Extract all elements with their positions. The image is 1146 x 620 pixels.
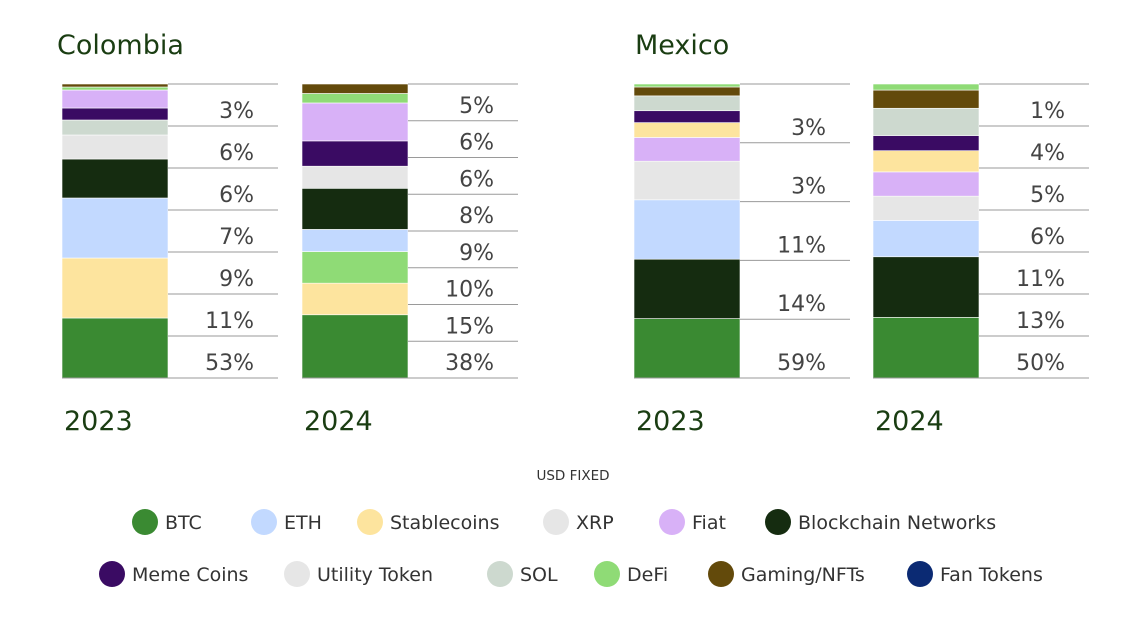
mexico-2023-pct-label: 14% <box>777 292 826 317</box>
colombia-2023-pct-label: 11% <box>205 309 254 334</box>
colombia-2024-segment-defi <box>301 93 409 104</box>
mexico-2024-pct-label: 6% <box>1030 225 1065 250</box>
legend-swatch-utility-token <box>284 561 310 587</box>
colombia-2023-pct-label: 3% <box>219 99 254 124</box>
colombia-title: Colombia <box>57 30 184 61</box>
mexico-2024-segment-utility-token <box>872 195 980 221</box>
mexico-2024-pct-label: 50% <box>1016 351 1065 376</box>
legend-label-xrp: XRP <box>576 512 614 534</box>
mexico-2024-pct-label: 13% <box>1016 309 1065 334</box>
colombia-2024-segment-meme-coins <box>301 140 409 167</box>
colombia-2023-segment-blockchain-networks <box>61 158 169 199</box>
colombia-2024-pct-label: 8% <box>459 204 494 229</box>
legend-swatch-blockchain-networks <box>765 509 791 535</box>
mexico-2023-segment-blockchain-networks <box>633 258 741 319</box>
legend-label-gaming-nfts: Gaming/NFTs <box>741 564 865 586</box>
colombia-2024-segment-blockchain-networks <box>301 188 409 230</box>
legend-label-defi: DeFi <box>627 564 668 586</box>
legend-swatch-btc <box>132 509 158 535</box>
legend-label-fiat: Fiat <box>692 512 726 534</box>
mexico-2024-segment-sol <box>872 107 980 136</box>
mexico-2024-segment-btc <box>872 317 980 379</box>
legend-label-sol: SOL <box>520 564 558 586</box>
mexico-2023-segment-btc <box>633 318 741 379</box>
colombia-2024-segment-fiat <box>301 102 409 142</box>
legend-label-blockchain-networks: Blockchain Networks <box>798 512 996 534</box>
mexico-2023-pct-label: 3% <box>791 116 826 141</box>
colombia-2024-segment-defi <box>301 251 409 284</box>
mexico-2023-pct-label: 11% <box>777 233 826 258</box>
mexico-title: Mexico <box>635 30 729 61</box>
colombia-2024-pct-label: 10% <box>445 278 494 303</box>
mexico-2023-pct-label: 59% <box>777 351 826 376</box>
mexico-2024-segment-stablecoins <box>872 150 980 173</box>
colombia-2024-segment-btc <box>301 314 409 379</box>
legend-label-stablecoins: Stablecoins <box>390 512 499 534</box>
colombia-2024-pct-label: 6% <box>459 131 494 156</box>
colombia-2023-segment-stablecoins <box>61 257 169 319</box>
legend-swatch-fiat <box>659 509 685 535</box>
legend-label-eth: ETH <box>284 512 322 534</box>
colombia-2023-pct-label: 53% <box>205 351 254 376</box>
colombia-2023-segment-btc <box>61 317 169 379</box>
colombia-2023-segment-fiat <box>61 89 169 109</box>
legend-label-utility-token: Utility Token <box>317 564 433 586</box>
colombia-2024-segment-utility-token <box>301 165 409 189</box>
legend-swatch-stablecoins <box>357 509 383 535</box>
colombia-2023-pct-label: 9% <box>219 267 254 292</box>
mexico-2023-segment-sol <box>633 95 741 112</box>
mexico-2024-pct-label: 11% <box>1016 267 1065 292</box>
colombia-2023-segment-xrp <box>61 134 169 160</box>
colombia-2024-pct-label: 5% <box>459 94 494 119</box>
mexico-2023-pct-label: 3% <box>791 175 826 200</box>
colombia-2024-segment-stablecoins <box>301 282 409 316</box>
mexico-2024-pct-label: 5% <box>1030 183 1065 208</box>
colombia-2024-segment-gaming-nfts <box>301 83 409 94</box>
legend-swatch-gaming-nfts <box>708 561 734 587</box>
colombia-2023-segment-eth <box>61 197 169 259</box>
mexico-2024-pct-label: 4% <box>1030 141 1065 166</box>
colombia-2024-pct-label: 9% <box>459 241 494 266</box>
colombia-2024-pct-label: 15% <box>445 314 494 339</box>
legend-label-fan-tokens: Fan Tokens <box>940 564 1043 586</box>
mexico-2023-segment-fiat <box>633 137 741 162</box>
legend-swatch-eth <box>251 509 277 535</box>
mexico-2023-segment-utility-token <box>633 160 741 201</box>
mexico-2023-segment-defi <box>633 83 741 88</box>
mexico-2023-segment-meme-coins <box>633 110 741 123</box>
colombia-2023-pct-label: 6% <box>219 141 254 166</box>
mexico-2024-pct-label: 1% <box>1030 99 1065 124</box>
mexico-2024-segment-defi <box>872 83 980 91</box>
colombia-2023-segment-sol <box>61 119 169 136</box>
colombia-2023-pct-label: 6% <box>219 183 254 208</box>
colombia-2024-pct-label: 6% <box>459 167 494 192</box>
legend-label-btc: BTC <box>165 512 202 534</box>
colombia-2023-segment-defi <box>61 86 169 91</box>
colombia-2023-segment-meme-coins <box>61 107 169 121</box>
currency-note: USD FIXED <box>536 468 609 484</box>
mexico-year-label-2023: 2023 <box>636 406 705 437</box>
colombia-year-label-2024: 2024 <box>304 406 373 437</box>
colombia-2024-segment-eth <box>301 229 409 252</box>
colombia-2023-pct-label: 7% <box>219 225 254 250</box>
colombia-2024-pct-label: 38% <box>445 351 494 376</box>
mexico-2023-segment-eth <box>633 199 741 260</box>
mexico-2024-segment-blockchain-networks <box>872 256 980 318</box>
mexico-2023-segment-stablecoins <box>633 122 741 138</box>
legend-swatch-meme-coins <box>99 561 125 587</box>
legend-swatch-xrp <box>543 509 569 535</box>
colombia-year-label-2023: 2023 <box>64 406 133 437</box>
mexico-2024-segment-eth <box>872 220 980 258</box>
mexico-2024-segment-fiat <box>872 171 980 197</box>
legend-swatch-defi <box>594 561 620 587</box>
mexico-2024-segment-meme-coins <box>872 135 980 151</box>
colombia-2023-segment-gaming-nfts <box>61 83 169 88</box>
legend-swatch-sol <box>487 561 513 587</box>
mexico-year-label-2024: 2024 <box>875 406 944 437</box>
mexico-2023-segment-gaming-nfts <box>633 86 741 97</box>
legend-swatch-fan-tokens <box>907 561 933 587</box>
legend-label-meme-coins: Meme Coins <box>132 564 248 586</box>
mexico-2024-segment-gaming-nfts <box>872 89 980 109</box>
